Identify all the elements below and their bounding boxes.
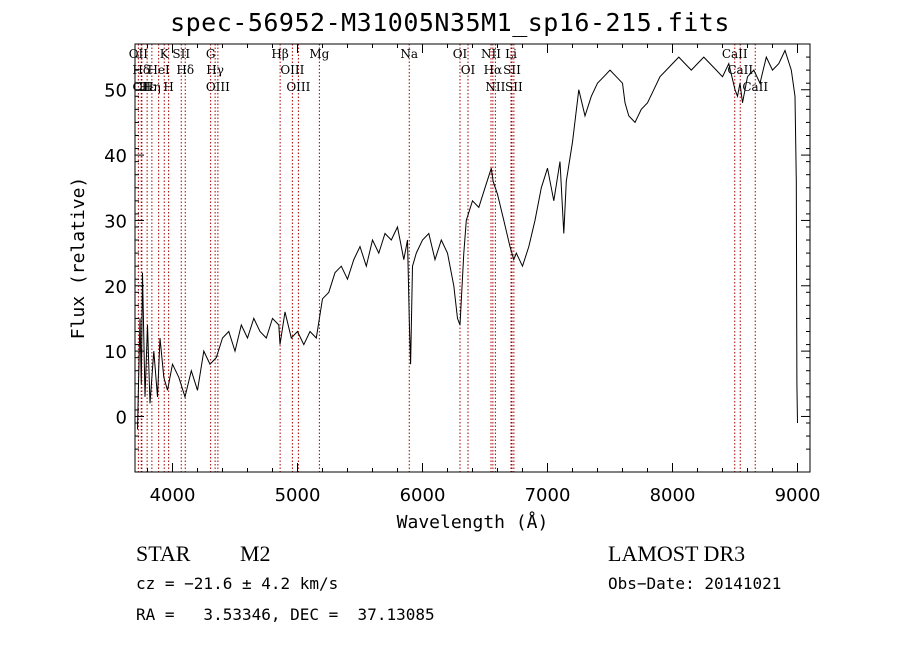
line-marker-label-6: H bbox=[163, 80, 173, 94]
line-marker-label-17: Na bbox=[400, 47, 418, 61]
line-marker-label-14: OIII bbox=[280, 63, 304, 77]
line-marker-label-0: Hδ bbox=[132, 63, 150, 77]
x-tick-label-5: 9000 bbox=[775, 485, 821, 506]
line-marker-label-19: OI bbox=[461, 63, 476, 77]
line-marker-label-4: Hη bbox=[143, 80, 161, 94]
line-marker-label-16: Mg bbox=[309, 47, 329, 61]
obs-date-label: Obs−Date: 20141021 bbox=[608, 574, 782, 593]
line-marker-label-23: Li bbox=[505, 47, 517, 61]
x-tick-label-4: 8000 bbox=[650, 485, 696, 506]
x-tick-label-3: 7000 bbox=[525, 485, 571, 506]
y-tick-label-3: 30 bbox=[104, 211, 127, 232]
line-marker-label-3: Hε bbox=[139, 80, 156, 94]
y-tick-label-4: 40 bbox=[104, 146, 127, 167]
line-marker-label-22: NII bbox=[485, 80, 505, 94]
y-tick-label-0: 0 bbox=[116, 407, 127, 428]
line-marker-label-12: OIII bbox=[206, 80, 230, 94]
survey-label: LAMOST DR3 bbox=[608, 541, 746, 566]
line-marker-label-13: Hβ bbox=[271, 47, 288, 61]
line-marker-label-11: Hγ bbox=[206, 63, 224, 77]
line-marker-label-9: Hδ bbox=[176, 63, 194, 77]
line-marker-label-15: OIII bbox=[286, 80, 310, 94]
x-tick-label-2: 6000 bbox=[400, 485, 446, 506]
line-marker-label-25: SII bbox=[505, 80, 523, 94]
subclass-label: M2 bbox=[240, 541, 271, 566]
line-marker-label-10: G bbox=[206, 47, 216, 61]
y-tick-label-5: 50 bbox=[104, 81, 127, 102]
plot-frame bbox=[134, 43, 811, 473]
x-axis-label: Wavelength (Å) bbox=[397, 511, 549, 533]
line-marker-label-18: OI bbox=[453, 47, 468, 61]
series-flux-line bbox=[137, 49, 798, 430]
line-marker-label-27: CaII bbox=[727, 63, 753, 77]
line-marker-label-8: SII bbox=[172, 47, 190, 61]
coords-label: RA = 3.53346, DEC = 37.13085 bbox=[136, 605, 435, 624]
line-marker-label-2: OII bbox=[129, 47, 149, 61]
chart-title: spec-56952-M31005N35M1_sp16-215.fits bbox=[170, 8, 730, 37]
y-axis-label: Flux (relative) bbox=[68, 177, 89, 340]
cz-label: cz = −21.6 ± 4.2 km/s bbox=[136, 574, 339, 593]
line-marker-label-24: SII bbox=[503, 63, 521, 77]
line-marker-label-20: NII bbox=[481, 47, 501, 61]
x-tick-label-0: 4000 bbox=[150, 485, 196, 506]
line-marker-label-21: Hα bbox=[484, 63, 503, 77]
line-marker-label-28: CaII bbox=[742, 80, 768, 94]
class-label: STAR bbox=[136, 541, 191, 566]
y-tick-label-2: 20 bbox=[104, 277, 127, 298]
line-marker-label-7: HeI bbox=[147, 63, 170, 77]
y-tick-label-1: 10 bbox=[104, 342, 127, 363]
line-marker-label-26: CaII bbox=[722, 47, 748, 61]
line-marker-label-5: K bbox=[160, 47, 170, 61]
x-tick-label-1: 5000 bbox=[275, 485, 321, 506]
